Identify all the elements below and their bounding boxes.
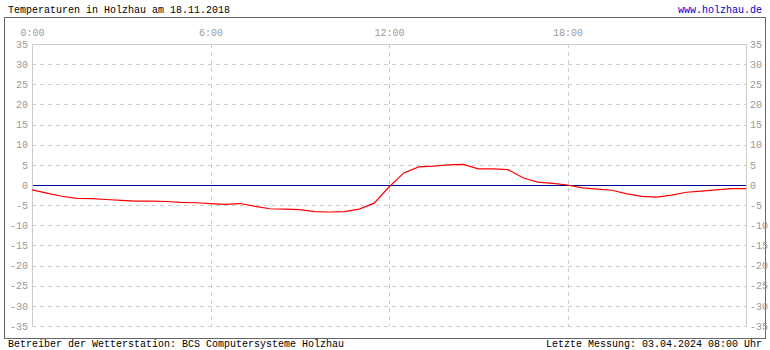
plot-area [32, 164, 746, 212]
y-tick-label: 5 [22, 161, 28, 172]
y-tick-label: -15 [750, 241, 768, 252]
x-tick: 6:00 [199, 28, 223, 44]
y-tick: 15 [746, 120, 762, 131]
y-tick-label: -5 [750, 201, 762, 212]
operator: Betreiber der Wetterstation: BCS Compute… [8, 339, 344, 350]
y-tick: -25 [10, 281, 32, 292]
y-tick: -10 [746, 221, 768, 232]
y-grid-line [32, 185, 746, 186]
y-tick: -5 [746, 201, 762, 212]
y-tick-label: 35 [750, 40, 762, 51]
background [0, 0, 770, 350]
chart: 0:00 6:00 12:00 18:00 35 30 25 20 15 10 5 0 -5 -10 -15… [0, 0, 770, 350]
x-tick: 18:00 [553, 28, 583, 44]
website: www.holzhau.de [678, 5, 762, 16]
y-tick-label: 10 [750, 140, 762, 151]
x-tick-label: 18:00 [553, 28, 583, 39]
y-tick: 35 [16, 40, 32, 51]
title: Temperaturen in Holzhau am 18.11.2018 [8, 5, 230, 16]
y-tick: -35 [746, 322, 768, 333]
y-tick-label: 15 [750, 120, 762, 131]
y-tick: 10 [746, 140, 762, 151]
y-tick-label: -35 [750, 322, 768, 333]
y-tick-label: 15 [16, 120, 28, 131]
y-axis-line-right [746, 45, 747, 327]
y-tick-label: -35 [10, 322, 28, 333]
y-tick-label: 25 [16, 80, 28, 91]
zero-line [32, 185, 746, 186]
y-tick: 25 [746, 80, 762, 91]
y-tick: 5 [746, 161, 756, 172]
y-tick-label: 0 [750, 181, 756, 192]
y-tick-label: 5 [750, 161, 756, 172]
x-grid-line [32, 44, 33, 326]
y-grid-line [32, 326, 746, 327]
y-tick: 0 [746, 181, 756, 192]
grid [32, 44, 746, 327]
y-tick-label: -30 [750, 302, 768, 313]
y-grid-line [32, 44, 746, 45]
y-tick-label: 0 [22, 181, 28, 192]
y-tick-label: 30 [750, 60, 762, 71]
y-tick-label: -25 [10, 281, 28, 292]
x-tick-label: 12:00 [374, 28, 404, 39]
y-tick-label: 10 [16, 140, 28, 151]
y-grid-line [32, 64, 746, 65]
y-tick-label: -30 [10, 302, 28, 313]
x-tick-label: 0:00 [20, 28, 44, 39]
y-tick-label: -5 [16, 201, 28, 212]
y-tick: -30 [10, 302, 32, 313]
y-tick: 15 [16, 120, 32, 131]
y-tick-label: 35 [16, 40, 28, 51]
y-tick-label: 20 [16, 100, 28, 111]
y-tick-label: 25 [750, 80, 762, 91]
x-axis-line [33, 44, 747, 45]
y-tick: -20 [10, 261, 32, 272]
y-tick-label: 30 [16, 60, 28, 71]
temperature-line [32, 164, 746, 212]
x-tick: 12:00 [374, 28, 404, 44]
y-axis-left: 35 30 25 20 15 10 5 0 -5 -10 -15 -20 -25 -30 -35 [10, 40, 33, 333]
y-tick-label: -20 [10, 261, 28, 272]
y-tick: 30 [16, 60, 32, 71]
y-tick-label: -20 [750, 261, 768, 272]
y-tick: 10 [16, 140, 32, 151]
y-tick: 20 [746, 100, 762, 111]
x-axis: 0:00 6:00 12:00 18:00 [20, 28, 746, 45]
y-tick-label: -15 [10, 241, 28, 252]
y-tick: -15 [10, 241, 32, 252]
y-grid-line [32, 145, 746, 146]
y-grid-line [32, 306, 746, 307]
last-measurement: Letzte Messung: 03.04.2024 08:00 Uhr [546, 339, 762, 350]
y-tick-label: -10 [10, 221, 28, 232]
y-tick: -25 [746, 281, 768, 292]
y-tick-label: 20 [750, 100, 762, 111]
y-tick: -20 [746, 261, 768, 272]
y-axis-line-left [32, 45, 33, 327]
y-tick: 30 [746, 60, 762, 71]
y-grid-line [32, 104, 746, 105]
y-tick: 25 [16, 80, 32, 91]
y-tick: 5 [22, 161, 32, 172]
y-axis-right: 35 30 25 20 15 10 5 0 -5 -10 -15 -20 -25 -30 -35 [746, 40, 768, 333]
y-tick: 0 [22, 181, 32, 192]
y-tick: -15 [746, 241, 768, 252]
y-grid-line [32, 225, 746, 226]
y-tick: -30 [746, 302, 768, 313]
y-grid-line [32, 266, 746, 267]
y-tick-label: -25 [750, 281, 768, 292]
x-tick-label: 6:00 [199, 28, 223, 39]
y-tick: -10 [10, 221, 32, 232]
frame [5, 18, 766, 339]
y-tick: 35 [746, 40, 762, 51]
y-tick: -5 [16, 201, 32, 212]
y-tick-label: -10 [750, 221, 768, 232]
y-tick: 20 [16, 100, 32, 111]
y-tick: -35 [10, 322, 32, 333]
